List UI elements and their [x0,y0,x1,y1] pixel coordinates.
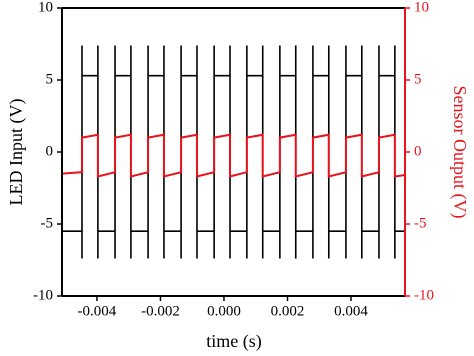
y2-tick-label: -5 [414,215,427,231]
y-tick-label: -10 [33,287,53,303]
y-tick-label: 10 [38,0,53,15]
series-line [62,45,405,259]
x-tick-label: 0.000 [207,303,241,319]
y-tick-label: -5 [41,215,54,231]
series-line [61,133,406,178]
y2-tick-label: 0 [414,143,422,159]
y-tick-label: 5 [46,71,54,87]
y2-tick-label: 5 [414,71,422,87]
x-tick-label: -0.002 [141,303,180,319]
y-tick-label: 0 [46,143,54,159]
x-tick-label: 0.004 [334,303,368,319]
y2-tick-label: -10 [414,287,434,303]
y2-tick-label: 10 [414,0,429,15]
x-tick-label: -0.004 [78,303,117,319]
y-axis-title: LED Input (V) [6,99,27,206]
y2-axis-title: Sensor Output (V) [449,86,470,219]
x-axis-title: time (s) [206,331,262,352]
x-tick-label: 0.002 [271,303,305,319]
